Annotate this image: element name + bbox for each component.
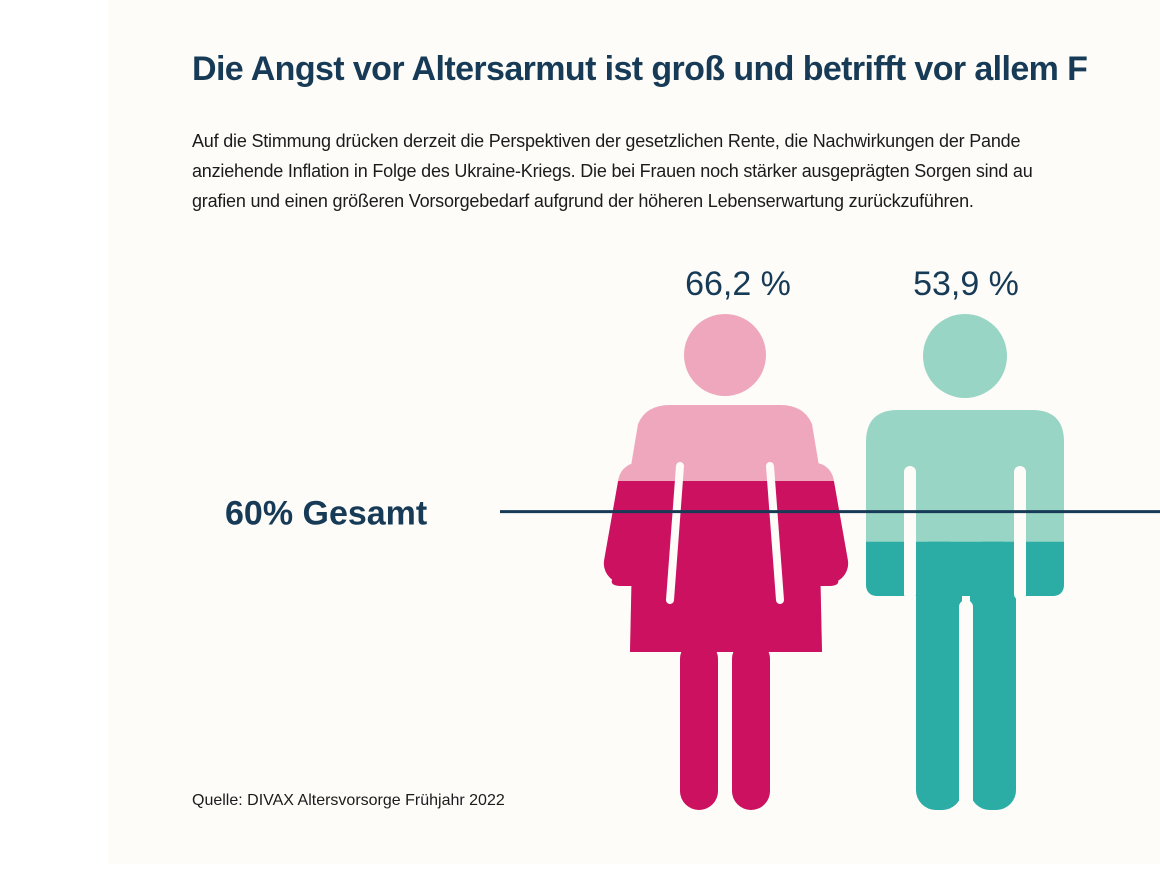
woman-dress (630, 480, 822, 652)
page-title: Die Angst vor Altersarmut ist groß und b… (192, 50, 1088, 88)
intro-line: grafien und einen größeren Vorsorgebedar… (192, 191, 974, 211)
woman-left-leg (680, 640, 718, 810)
woman-right-leg (732, 640, 770, 810)
figure-chart: 66,2 % 53,9 % 60% Gesamt (225, 265, 1160, 814)
man-figure (866, 314, 1064, 814)
man-body-gap (904, 466, 916, 600)
source-note: Quelle: DIVAX Altersvorsorge Frühjahr 20… (192, 792, 505, 809)
woman-right-arm (793, 480, 849, 584)
man-left-leg (916, 541, 962, 810)
value-label-men: 53,9 % (913, 265, 1019, 303)
woman-figure-filled (603, 480, 849, 810)
infographic-card: Die Angst vor Altersarmut ist groß und b… (108, 0, 1160, 864)
man-body-gap (1014, 466, 1026, 600)
average-reference-label: 60% Gesamt (225, 495, 427, 533)
woman-arm-gap (666, 462, 684, 604)
man-body-gap (959, 600, 973, 814)
woman-left-arm (603, 480, 659, 584)
intro-text: Auf die Stimmung drücken derzeit die Per… (192, 126, 1160, 216)
man-head (923, 314, 1007, 398)
intro-line: Auf die Stimmung drücken derzeit die Per… (192, 131, 1021, 151)
woman-arm-gap (766, 462, 784, 604)
woman-head (684, 314, 766, 396)
value-label-women: 66,2 % (685, 265, 791, 303)
man-right-leg (970, 541, 1016, 810)
woman-figure (603, 314, 849, 810)
intro-line: anziehende Inflation in Folge des Ukrain… (192, 161, 1033, 181)
